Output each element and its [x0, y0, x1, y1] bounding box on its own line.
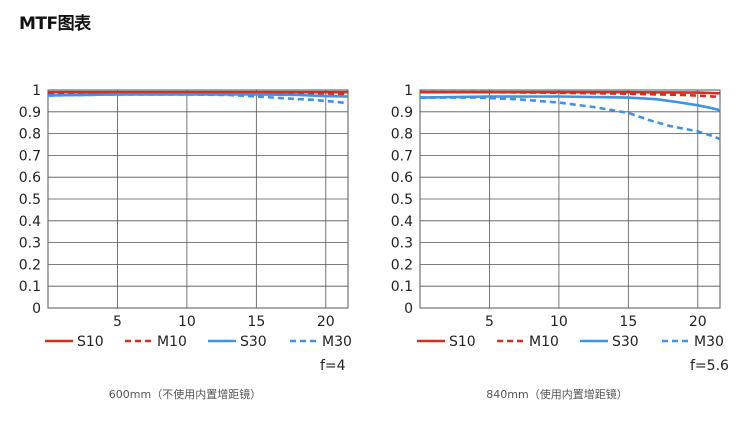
y-tick-label: 0.9: [19, 105, 41, 121]
series-line-m10: [420, 90, 721, 99]
y-tick-label: 1: [404, 83, 413, 99]
legend-label-m30: M30: [694, 334, 724, 350]
legend-label-m10: M10: [529, 334, 559, 350]
y-tick-label: 0.7: [391, 148, 413, 164]
y-tick-label: 0.1: [391, 279, 413, 295]
y-tick-label: 0: [404, 301, 413, 317]
legend-label-m30: M30: [322, 334, 352, 350]
chart-caption: 600mm（不使用内置增距镜）: [109, 387, 261, 401]
legend-label-s30: S30: [240, 334, 267, 350]
plot-frame: [47, 89, 349, 309]
x-tick-label: 10: [550, 314, 568, 330]
x-tick-label: 5: [113, 314, 122, 330]
aperture-label: f=4: [320, 358, 346, 374]
aperture-label: f=5.6: [690, 358, 729, 374]
y-tick-label: 0.6: [19, 170, 41, 186]
y-tick-label: 1: [32, 83, 41, 99]
x-tick-label: 20: [689, 314, 707, 330]
y-tick-label: 0.9: [391, 105, 413, 121]
series-line-s30: [419, 95, 721, 112]
y-tick-label: 0.4: [19, 214, 41, 230]
y-tick-label: 0.6: [391, 170, 413, 186]
y-tick-label: 0.1: [19, 279, 41, 295]
x-tick-label: 15: [247, 314, 265, 330]
y-tick-label: 0.5: [391, 192, 413, 208]
y-tick-label: 0.3: [19, 236, 41, 252]
y-tick-label: 0.3: [391, 236, 413, 252]
series-line-m30: [420, 96, 721, 141]
legend-label-m10: M10: [157, 334, 187, 350]
y-tick-label: 0.5: [19, 192, 41, 208]
legend-label-s30: S30: [612, 334, 639, 350]
x-tick-label: 15: [619, 314, 637, 330]
legend-label-s10: S10: [77, 334, 104, 350]
legend-label-s10: S10: [449, 334, 476, 350]
y-tick-label: 0.7: [19, 148, 41, 164]
y-tick-label: 0.8: [19, 127, 41, 143]
series-line-m30: [47, 93, 349, 105]
y-tick-label: 0: [32, 301, 41, 317]
plot-frame: [419, 89, 721, 309]
y-tick-label: 0.4: [391, 214, 413, 230]
x-tick-label: 10: [178, 314, 196, 330]
y-tick-label: 0.8: [391, 127, 413, 143]
series-line-s30: [47, 93, 349, 98]
page-title: MTF图表: [19, 14, 91, 34]
chart-caption: 840mm（使用内置增距镜）: [486, 387, 627, 401]
y-tick-label: 0.2: [19, 257, 41, 273]
x-tick-label: 5: [485, 314, 494, 330]
y-tick-label: 0.2: [391, 257, 413, 273]
x-tick-label: 20: [317, 314, 335, 330]
